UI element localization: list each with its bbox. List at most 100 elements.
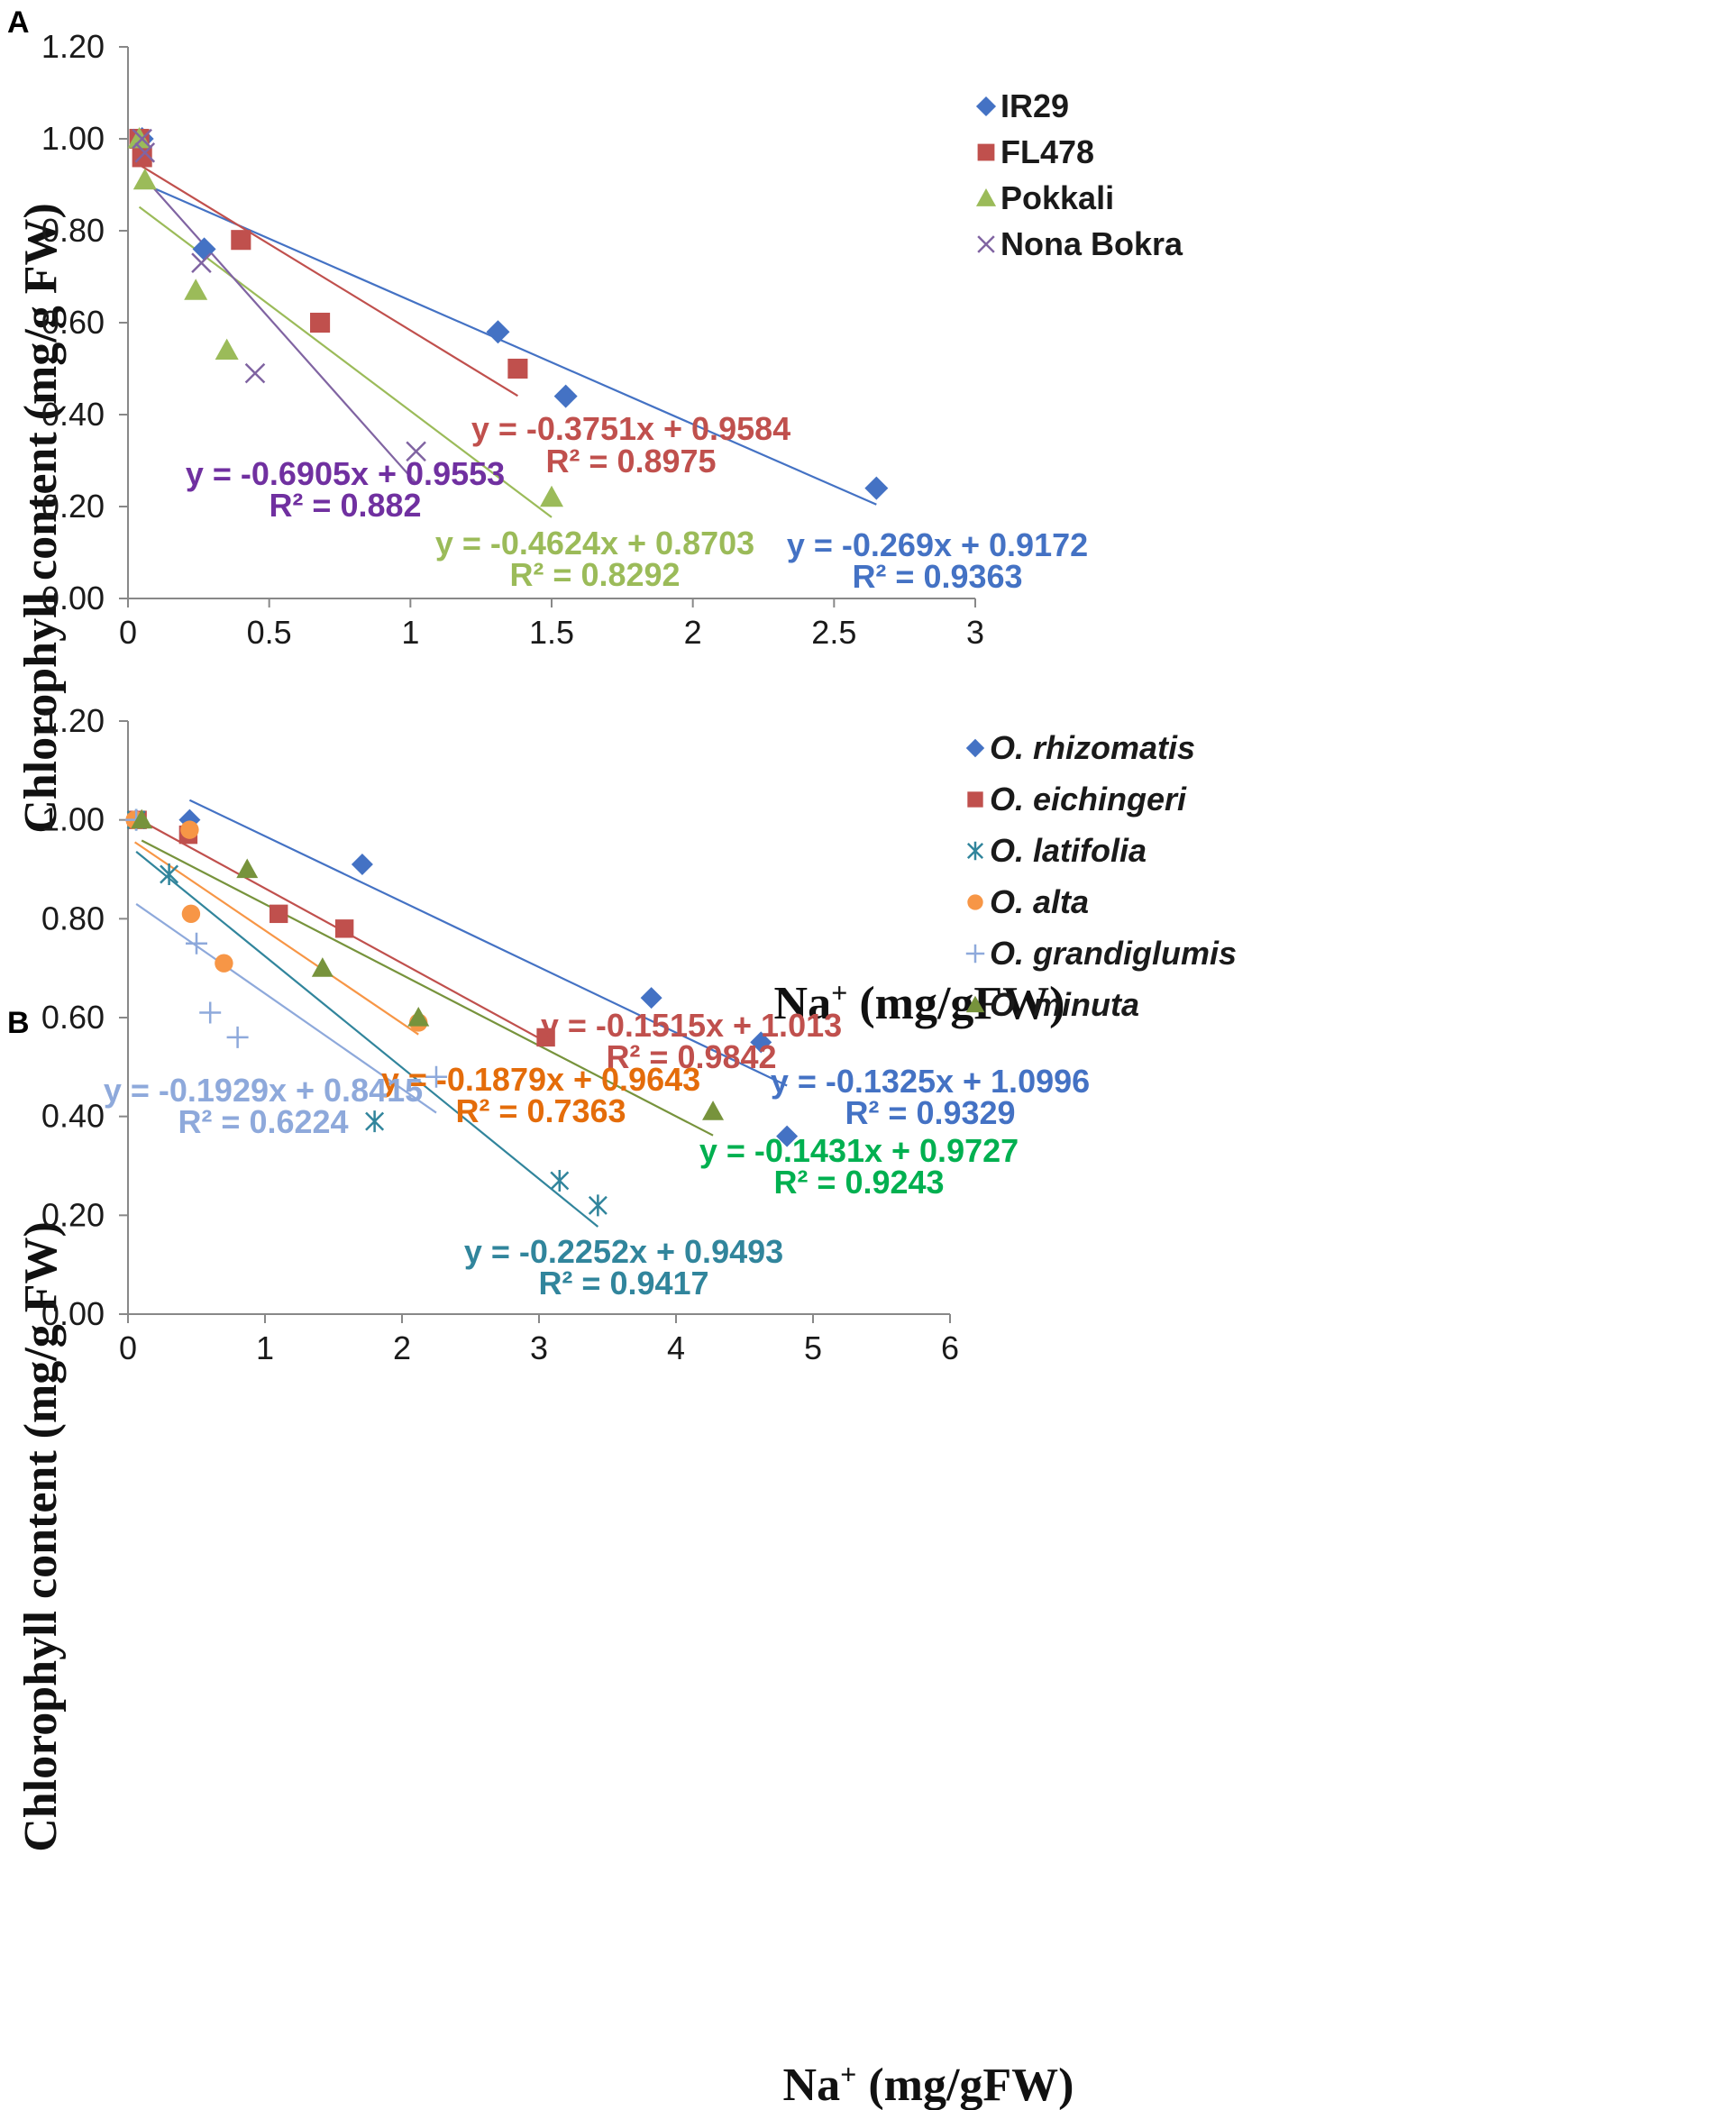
panel-a-trendline-pokkali: [138, 206, 553, 518]
panel-b-point-o-eichingeri: [536, 1028, 555, 1047]
panel-a-legend-marker-pokkali: [975, 187, 997, 206]
panel-b-point-o-rhizomatis: [351, 854, 373, 876]
panel-a-xlabel: Na+ (mg/gFW): [774, 976, 1065, 1029]
panel-a-label: A: [7, 5, 30, 40]
panel-b-legend-label-o-alta: O. alta: [990, 883, 1089, 920]
panel-a-point-ir29: [486, 320, 510, 344]
panel-b-legend-marker-o-minuta: [965, 995, 985, 1013]
panel-b-point-o-latifolia: [365, 1110, 385, 1133]
panel-a-point-ir29: [864, 476, 889, 500]
panel-a-r2-nona-bokra: R² = 0.882: [269, 487, 421, 524]
panel-a-legend-marker-nona-bokra: [977, 235, 995, 253]
panel-b-legend-label-o-minuta: O. minuta: [990, 986, 1139, 1023]
panel-a-ytick-label: 1.20: [41, 28, 105, 65]
panel-a-legend-label-pokkali: Pokkali: [1000, 179, 1114, 216]
panel-b-r2-o-alta: R² = 0.7363: [455, 1092, 626, 1129]
panel-b-r2-o-grandiglumis: R² = 0.6224: [178, 1103, 348, 1140]
panel-a-trendline-ir29: [142, 182, 877, 506]
panel-b-legend-label-o-rhizomatis: O. rhizomatis: [990, 729, 1195, 766]
panel-a: A Chlorophyll content (mg/g FW) Na+ (mg/…: [7, 5, 1183, 1029]
panel-b-point-o-eichingeri: [334, 919, 354, 938]
panel-b-legend-marker-o-eichingeri: [967, 791, 983, 808]
panel-b-xtick-label: 2: [393, 1329, 411, 1366]
panel-b-xtick-label: 6: [941, 1329, 959, 1366]
panel-a-ytick-label: 0.20: [41, 488, 105, 525]
panel-a-point-pokkali: [184, 279, 208, 300]
panel-b-equation-o-alta: y = -0.1879x + 0.9643: [381, 1061, 700, 1098]
panel-a-xtick-label: 2.5: [811, 614, 856, 651]
panel-b-equation-o-rhizomatis: y = -0.1325x + 1.0996: [771, 1063, 1090, 1100]
panel-b: B Chlorophyll content (mg/g FW) Na+ (mg/…: [7, 702, 1237, 2110]
panel-b-legend-marker-o-grandiglumis: [965, 944, 985, 964]
panel-b-xtick-label: 5: [804, 1329, 822, 1366]
panel-b-point-o-grandiglumis: [226, 1026, 249, 1048]
panel-b-xtick-label: 0: [119, 1329, 137, 1366]
panel-a-point-nona-bokra: [134, 142, 156, 163]
panel-b-ylabel: Chlorophyll content (mg/g FW): [15, 1221, 67, 1852]
panel-b-r2-o-latifolia: R² = 0.9417: [538, 1265, 708, 1302]
panel-b-legend-label-o-eichingeri: O. eichingeri: [990, 781, 1187, 818]
panel-a-r2-pokkali: R² = 0.8292: [509, 556, 680, 593]
panel-b-legend-marker-o-rhizomatis: [965, 738, 985, 758]
panel-b-point-o-latifolia: [160, 863, 179, 885]
panel-b-point-o-rhizomatis: [640, 987, 662, 1009]
panel-a-point-fl478: [507, 358, 528, 379]
panel-a-point-ir29: [553, 384, 578, 408]
panel-b-point-o-minuta: [131, 808, 153, 829]
panel-a-ytick-label: 0.60: [41, 304, 105, 341]
panel-b-legend-label-o-latifolia: O. latifolia: [990, 832, 1147, 869]
panel-a-ylabel: Chlorophyll content (mg/g FW): [15, 203, 67, 834]
panel-a-legend-label-fl478: FL478: [1000, 133, 1094, 170]
panel-a-xtick-label: 1.5: [529, 614, 574, 651]
panel-a-point-pokkali: [215, 338, 239, 360]
panel-b-trendline-o-rhizomatis: [188, 799, 788, 1087]
panel-b-equation-o-eichingeri: y = -0.1515x + 1.013: [541, 1007, 842, 1044]
panel-b-ytick-label: 0.40: [41, 1098, 105, 1135]
panel-b-point-o-latifolia: [588, 1194, 608, 1217]
panel-b-trendline-o-alta: [133, 841, 419, 1036]
panel-a-point-nona-bokra: [191, 252, 212, 273]
panel-a-xtick-label: 1: [401, 614, 419, 651]
panel-b-legend-marker-o-alta: [967, 894, 983, 910]
panel-b-r2-o-minuta: R² = 0.9243: [773, 1164, 944, 1201]
panel-b-legend-marker-o-latifolia: [966, 841, 984, 861]
panel-b-equation-o-grandiglumis: y = -0.1929x + 0.8415: [104, 1072, 423, 1109]
panel-a-equation-ir29: y = -0.269x + 0.9172: [787, 526, 1088, 563]
panel-b-point-o-alta: [180, 820, 199, 839]
panel-b-legend-label-o-grandiglumis: O. grandiglumis: [990, 935, 1237, 972]
panel-b-xtick-label: 3: [530, 1329, 548, 1366]
panel-b-point-o-latifolia: [550, 1169, 570, 1192]
panel-b-point-o-grandiglumis: [199, 1001, 222, 1024]
panel-b-equation-o-latifolia: y = -0.2252x + 0.9493: [464, 1233, 783, 1270]
panel-b-xtick-label: 1: [256, 1329, 274, 1366]
panel-b-ytick-label: 0.00: [41, 1295, 105, 1332]
panel-a-trendline-fl478: [138, 163, 518, 397]
panel-b-ytick-label: 1.00: [41, 801, 105, 838]
panel-b-point-o-rhizomatis: [750, 1031, 772, 1054]
panel-a-ytick-label: 0.40: [41, 396, 105, 433]
panel-a-equation-pokkali: y = -0.4624x + 0.8703: [435, 525, 754, 562]
panel-b-ytick-label: 0.20: [41, 1196, 105, 1233]
panel-b-xtick-label: 4: [667, 1329, 685, 1366]
panel-b-point-o-minuta: [702, 1101, 725, 1120]
panel-a-r2-fl478: R² = 0.8975: [545, 443, 716, 480]
panel-a-legend-label-nona-bokra: Nona Bokra: [1000, 225, 1183, 262]
panel-b-point-o-minuta: [311, 957, 333, 977]
panel-a-legend: IR29 FL478 Pokkali Nona Bokra: [975, 87, 1183, 262]
panel-a-point-nona-bokra: [406, 441, 426, 462]
panel-a-point-pokkali: [540, 485, 563, 507]
panel-a-legend-label-ir29: IR29: [1000, 87, 1069, 124]
panel-a-equation-fl478: y = -0.3751x + 0.9584: [471, 410, 790, 447]
panel-b-point-o-rhizomatis: [776, 1125, 799, 1147]
panel-a-xtick-label: 0.5: [247, 614, 292, 651]
panel-a-legend-marker-ir29: [975, 96, 997, 117]
panel-b-point-o-grandiglumis: [425, 1065, 447, 1088]
panel-a-point-fl478: [231, 230, 251, 251]
panel-a-point-nona-bokra: [244, 362, 266, 384]
panel-b-point-o-minuta: [407, 1007, 430, 1027]
panel-a-ytick-label: 1.00: [41, 120, 105, 157]
panel-b-ytick-label: 0.60: [41, 999, 105, 1036]
panel-b-point-o-alta: [215, 954, 233, 973]
panel-a-xtick-label: 0: [119, 614, 137, 651]
panel-b-ytick-label: 1.20: [41, 702, 105, 739]
